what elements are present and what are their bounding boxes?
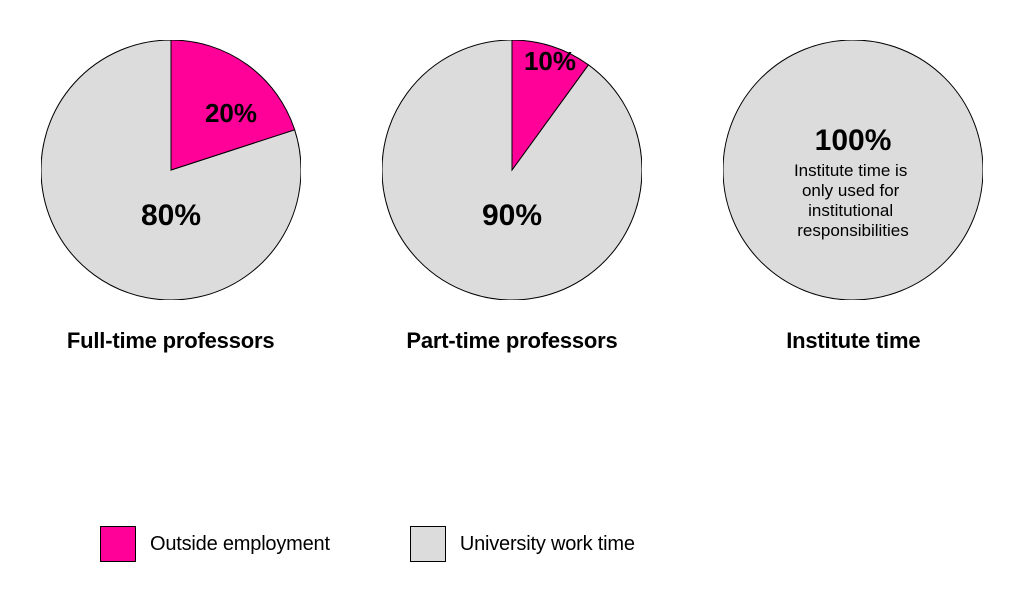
pie-institute: 100% Institute time is only used for ins…	[713, 40, 993, 354]
legend-label-university: University work time	[460, 533, 635, 556]
legend-item-university: University work time	[410, 526, 635, 562]
pie-fulltime-title: Full-time professors	[67, 328, 274, 354]
legend-swatch-outside	[100, 526, 136, 562]
pie-fulltime-label-80: 80%	[141, 199, 201, 232]
pies-row: 20% 80% Full-time professors 10% 90% Par…	[0, 40, 1024, 354]
pie-institute-title: Institute time	[786, 328, 920, 354]
pie-parttime-label-10: 10%	[524, 46, 576, 76]
pie-institute-note: Institute time is only used for institut…	[794, 161, 912, 240]
pie-parttime-title: Part-time professors	[406, 328, 617, 354]
pie-fulltime: 20% 80% Full-time professors	[31, 40, 311, 354]
legend: Outside employment University work time	[100, 526, 635, 562]
pie-institute-label-100: 100%	[815, 124, 892, 157]
legend-label-outside: Outside employment	[150, 533, 330, 556]
pie-institute-svg: 100% Institute time is only used for ins…	[723, 40, 983, 300]
pie-parttime-svg: 10% 90%	[382, 40, 642, 300]
pie-fulltime-svg: 20% 80%	[41, 40, 301, 300]
legend-swatch-university	[410, 526, 446, 562]
legend-item-outside: Outside employment	[100, 526, 330, 562]
pie-parttime-label-90: 90%	[482, 199, 542, 232]
chart-canvas: 20% 80% Full-time professors 10% 90% Par…	[0, 0, 1024, 600]
pie-parttime: 10% 90% Part-time professors	[372, 40, 652, 354]
pie-fulltime-label-20: 20%	[205, 98, 257, 128]
